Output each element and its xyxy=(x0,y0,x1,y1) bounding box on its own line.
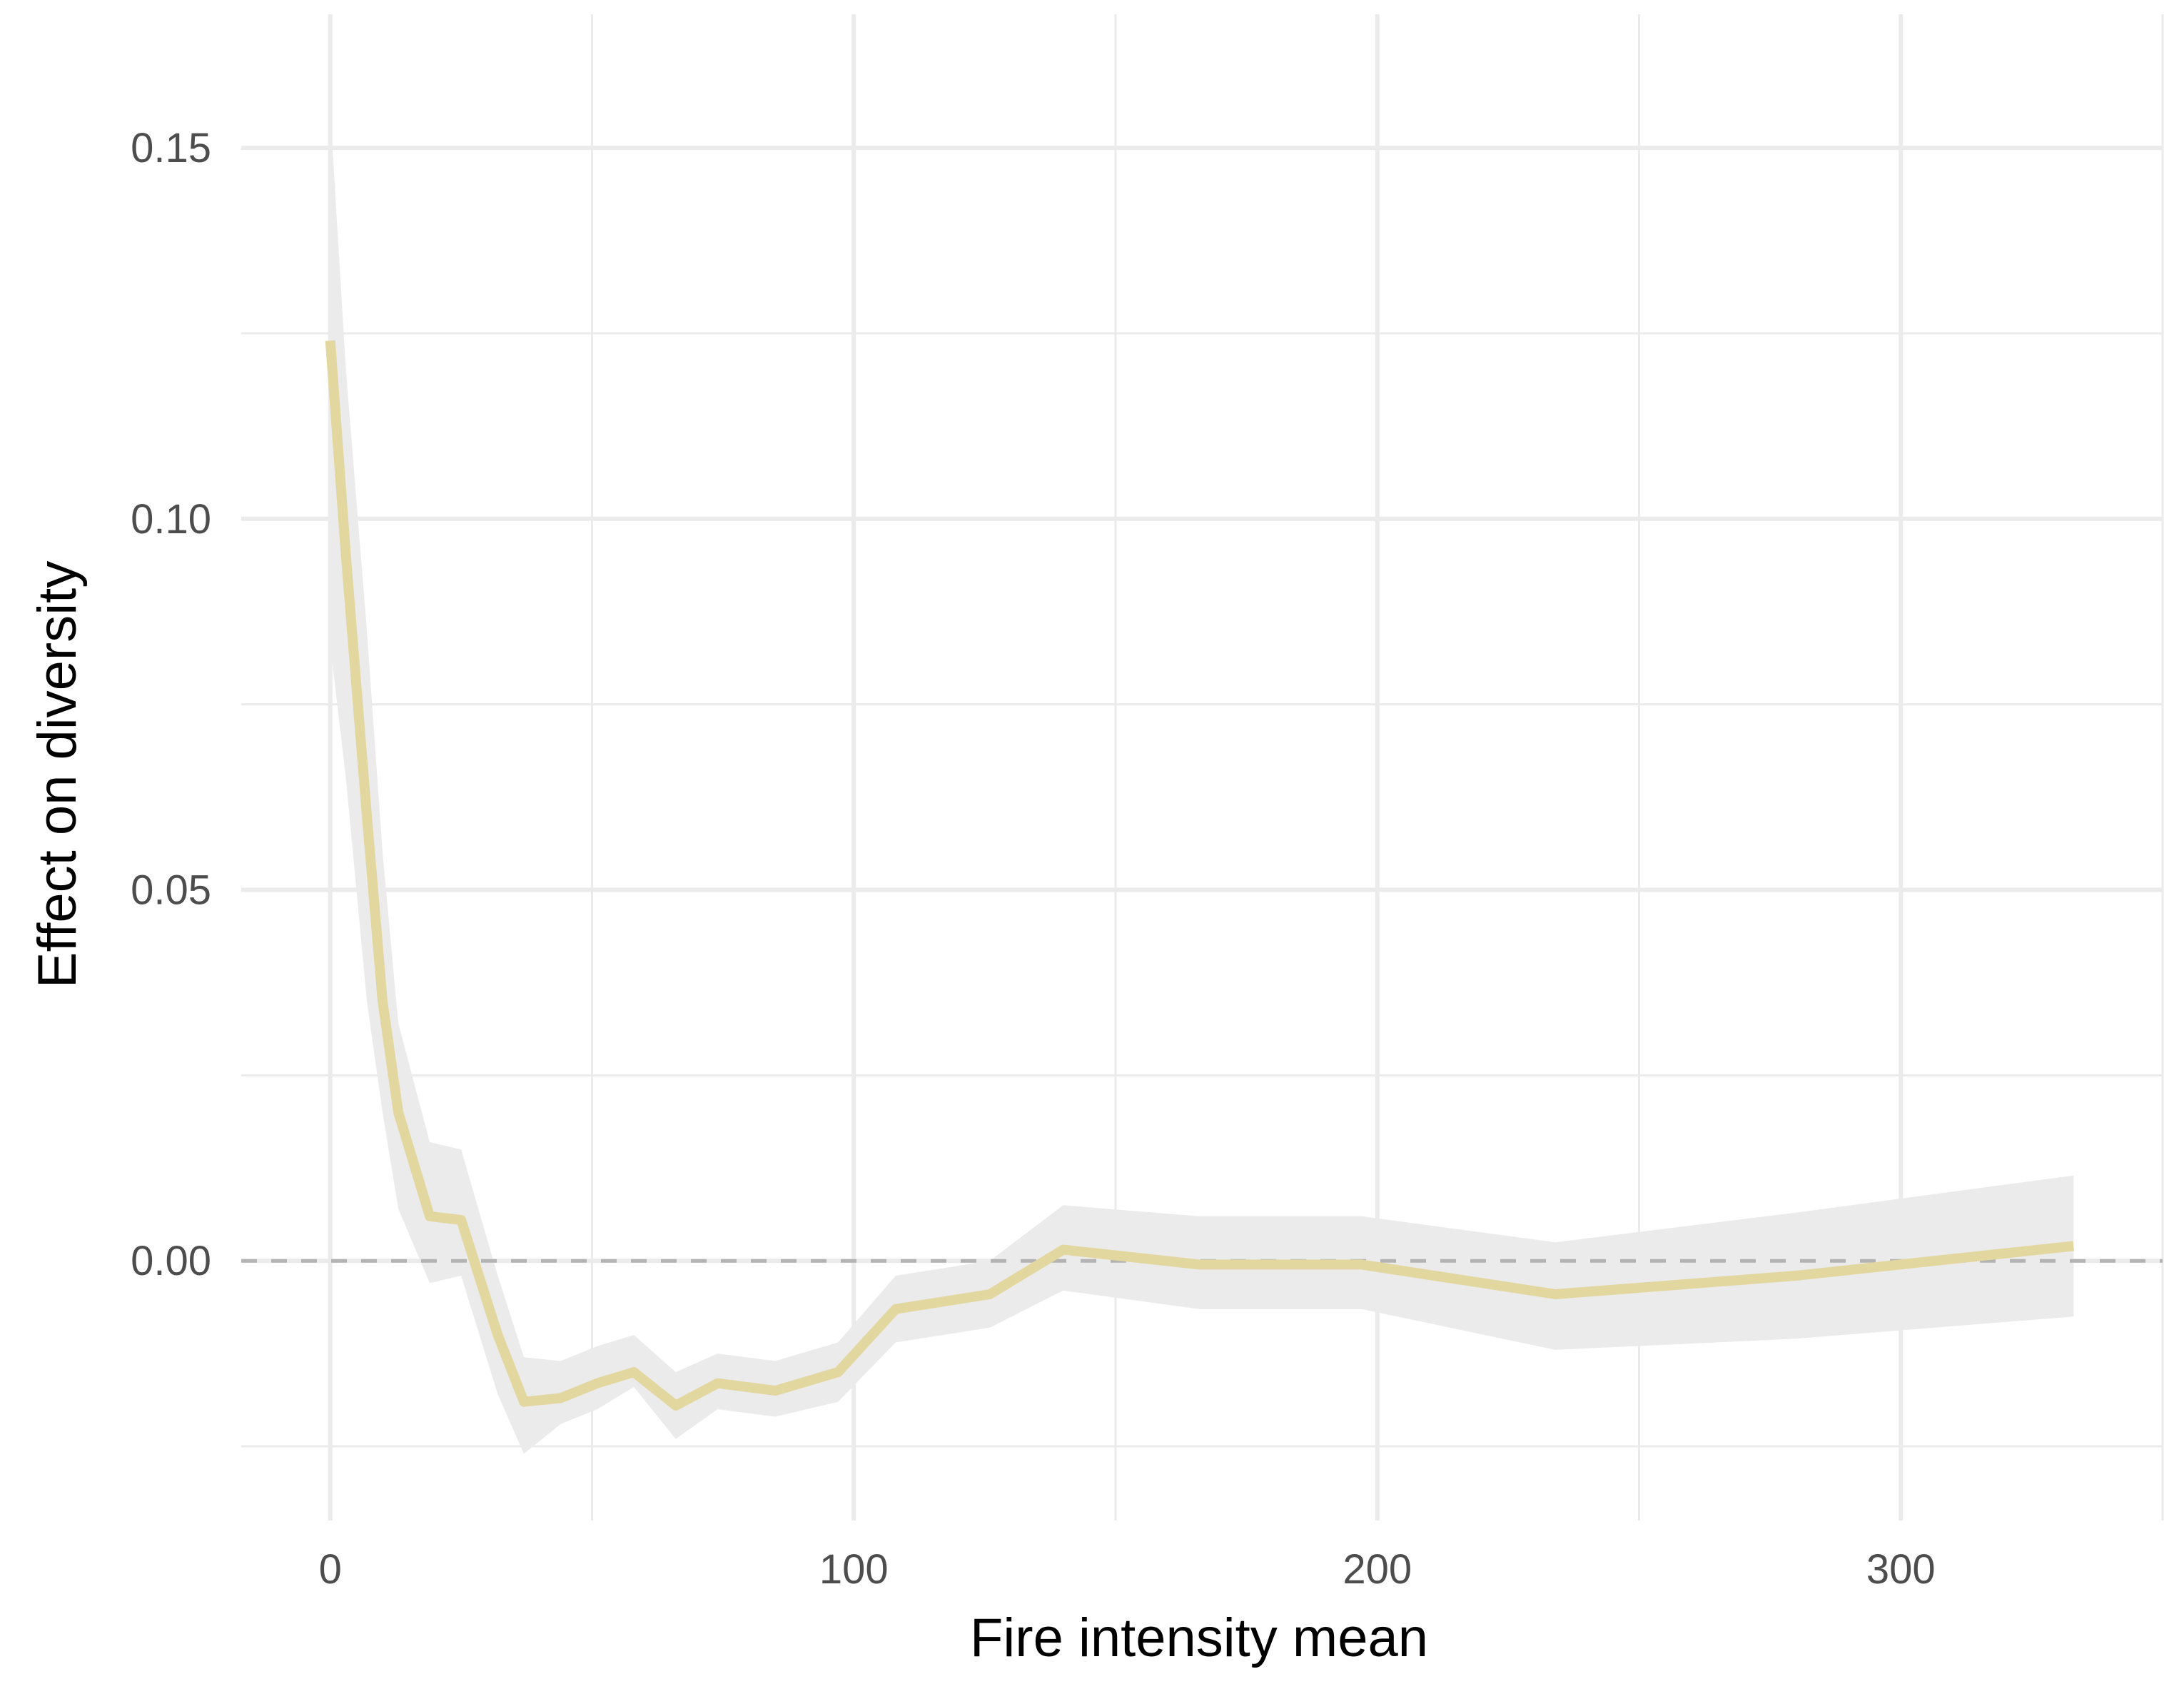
confidence-ribbon-layer xyxy=(330,111,2074,1454)
y-tick-labels: 0.00 0.05 0.10 0.15 xyxy=(131,125,211,1284)
effect-line xyxy=(325,340,2075,1411)
y-axis-title: Effect on diversity xyxy=(27,561,88,988)
effect-line-layer xyxy=(325,340,2075,1411)
minor-gridlines xyxy=(241,14,2164,1521)
y-tick-label: 0.00 xyxy=(131,1238,211,1284)
y-tick-label: 0.10 xyxy=(131,496,211,543)
x-tick-label: 100 xyxy=(819,1546,889,1593)
x-tick-labels: 0 100 200 300 xyxy=(319,1546,1936,1593)
x-tick-label: 0 xyxy=(319,1546,342,1593)
y-tick-label: 0.05 xyxy=(131,867,211,914)
x-tick-label: 200 xyxy=(1343,1546,1412,1593)
confidence-ribbon xyxy=(330,111,2074,1454)
y-tick-label: 0.15 xyxy=(131,125,211,171)
x-tick-label: 300 xyxy=(1866,1546,1936,1593)
x-axis-title: Fire intensity mean xyxy=(970,1608,1428,1668)
